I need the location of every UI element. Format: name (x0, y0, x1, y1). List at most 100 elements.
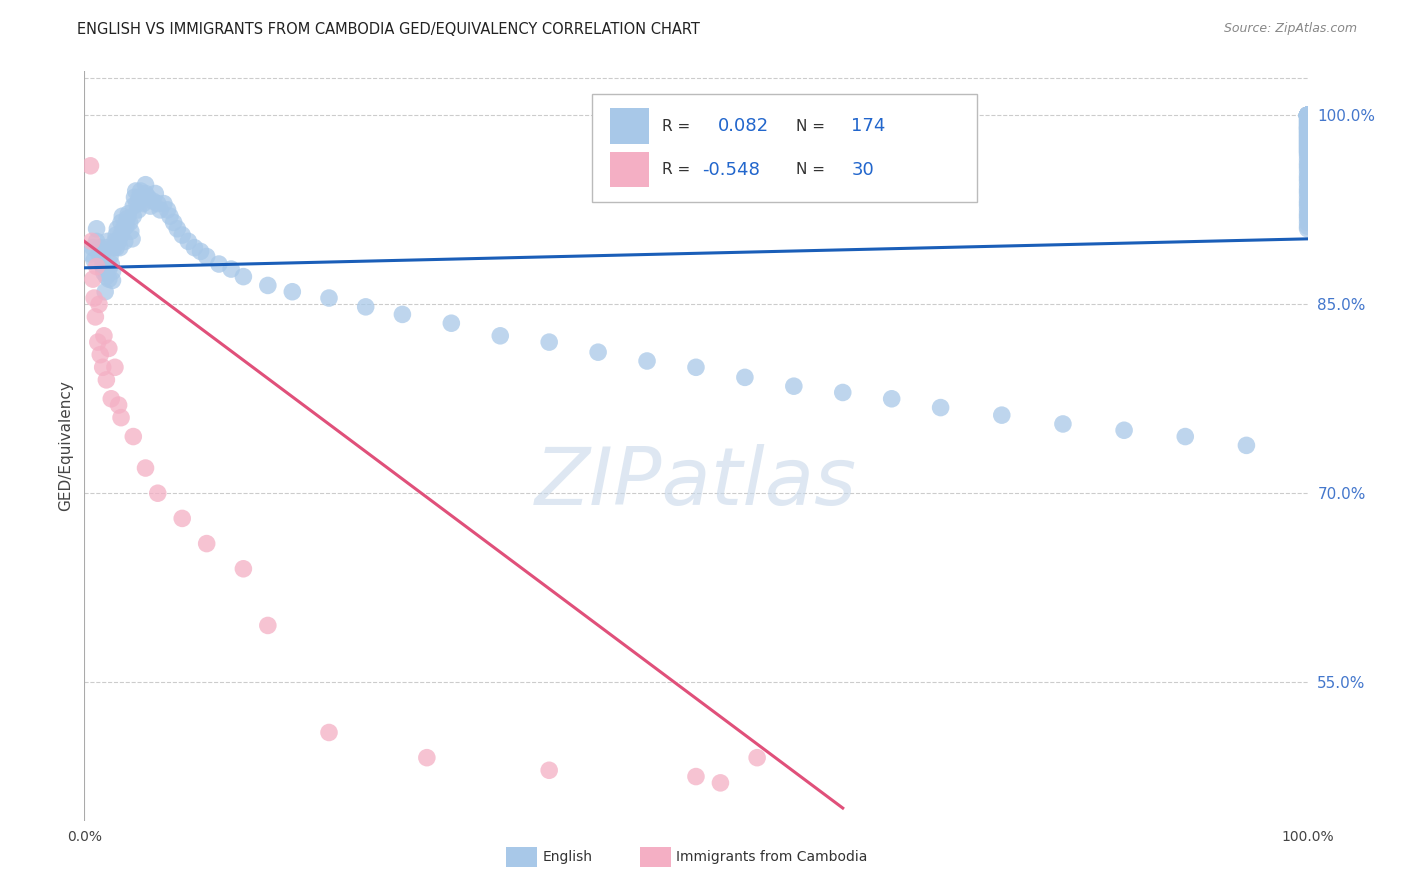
Point (318, 291, 340, 305)
Point (83, 291, 105, 305)
Text: English: English (543, 850, 593, 864)
Point (929, 401, 952, 415)
Point (586, 345, 609, 359)
Text: ZIPatlas: ZIPatlas (534, 444, 858, 523)
Point (87, 335, 110, 350)
Point (734, 370, 756, 384)
Point (91, 244, 114, 259)
Point (1296, 123, 1319, 137)
Point (1296, 108, 1319, 122)
Point (93, 262, 115, 277)
Point (1296, 112, 1319, 127)
Point (1296, 149, 1319, 163)
Point (1296, 169, 1319, 183)
Point (416, 750, 439, 764)
Point (1296, 134, 1319, 148)
Point (195, 536, 218, 550)
Point (489, 328, 512, 343)
Point (1296, 129, 1319, 144)
Point (97, 342, 120, 356)
Point (195, 250, 218, 264)
Point (1296, 108, 1319, 122)
Point (232, 269, 254, 284)
Point (538, 764, 561, 778)
Point (1296, 171, 1319, 186)
Text: 30: 30 (851, 161, 875, 178)
Point (1296, 143, 1319, 157)
Point (82, 272, 104, 286)
Point (1296, 186, 1319, 201)
Point (110, 215, 132, 229)
Point (101, 264, 124, 278)
Point (135, 178, 157, 192)
Point (318, 725, 340, 739)
Point (125, 184, 148, 198)
Point (257, 618, 280, 632)
Point (115, 219, 138, 234)
Point (1236, 438, 1258, 452)
Point (1296, 165, 1319, 179)
Point (107, 398, 129, 412)
Point (1296, 108, 1319, 122)
Point (1296, 128, 1319, 142)
Point (1296, 219, 1319, 234)
Point (115, 211, 138, 226)
Text: 0.082: 0.082 (718, 117, 769, 135)
Point (685, 360, 707, 375)
Point (104, 360, 127, 375)
Point (1296, 108, 1319, 122)
Point (125, 196, 148, 211)
Point (1296, 108, 1319, 122)
Point (391, 307, 413, 321)
Point (104, 235, 127, 249)
Point (1296, 125, 1319, 139)
Point (146, 486, 169, 500)
Point (89, 348, 111, 362)
Point (84, 310, 107, 324)
Point (1296, 108, 1319, 122)
Point (124, 190, 146, 204)
Point (281, 285, 304, 299)
Point (177, 235, 200, 249)
Point (1296, 202, 1319, 217)
Text: R =: R = (662, 119, 695, 134)
Point (110, 410, 132, 425)
Point (1296, 138, 1319, 153)
Point (86, 260, 108, 274)
Point (232, 562, 254, 576)
Point (93, 266, 115, 280)
Point (1296, 108, 1319, 122)
Point (1296, 178, 1319, 192)
Point (146, 196, 169, 211)
Point (1296, 108, 1319, 122)
Point (1296, 199, 1319, 213)
Point (1114, 423, 1136, 437)
Point (96, 373, 118, 387)
Point (114, 235, 136, 249)
Point (1296, 108, 1319, 122)
Point (80, 235, 103, 249)
Point (1296, 209, 1319, 223)
Point (208, 257, 231, 271)
Point (1296, 108, 1319, 122)
Point (1296, 108, 1319, 122)
Point (1296, 145, 1319, 159)
Point (354, 300, 377, 314)
Point (1296, 156, 1319, 170)
Text: Source: ZipAtlas.com: Source: ZipAtlas.com (1223, 22, 1357, 36)
Text: ENGLISH VS IMMIGRANTS FROM CAMBODIA GED/EQUIVALENCY CORRELATION CHART: ENGLISH VS IMMIGRANTS FROM CAMBODIA GED/… (77, 22, 700, 37)
Point (1296, 108, 1319, 122)
Point (1174, 429, 1197, 443)
Point (87, 297, 110, 311)
Text: R =: R = (662, 162, 695, 177)
Point (86, 221, 108, 235)
Point (709, 776, 731, 790)
Point (1296, 116, 1319, 130)
Point (129, 184, 152, 198)
Point (1296, 114, 1319, 128)
Point (110, 228, 132, 243)
Point (172, 511, 194, 525)
Point (1296, 108, 1319, 122)
Y-axis label: GED/Equivalency: GED/Equivalency (58, 381, 73, 511)
Point (93, 328, 115, 343)
